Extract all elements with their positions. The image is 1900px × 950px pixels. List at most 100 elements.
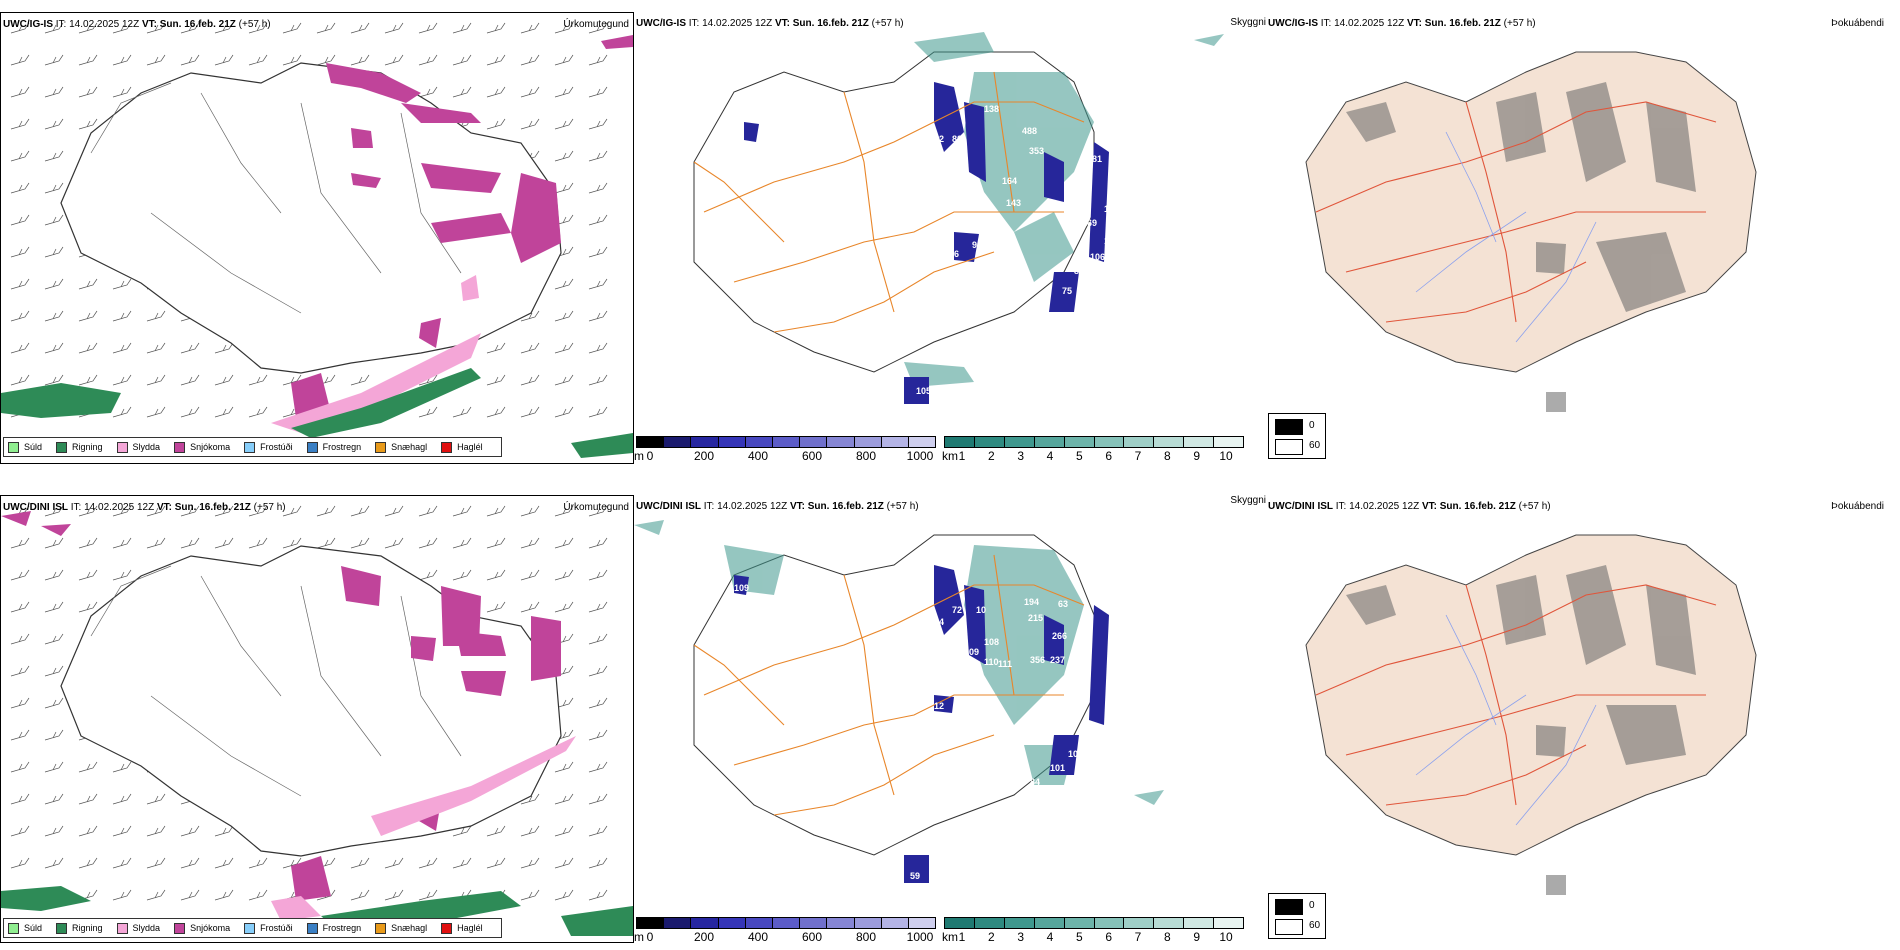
fog-label-high: 0 [1309,900,1315,911]
wind-barb [10,118,30,130]
m-segment [908,918,936,928]
vis-value: 60 [1058,329,1068,339]
m-tick: 0 [646,449,654,462]
visibility-map-bottom: 109 94 72 10 109 110 194 215 266 63 356 … [634,520,1164,883]
wind-barb [78,761,98,773]
header-bottom-fog: UWC/DINI ISL IT: 14.02.2025 12Z VT: Sun.… [1268,501,1551,512]
wind-barb [588,342,608,354]
km-segment [1004,437,1035,447]
wind-barb [520,825,540,837]
km-segment [1094,918,1125,928]
fog-label-high: 0 [1309,420,1315,431]
wind-barb [350,22,370,34]
km-tick: 10 [1219,930,1233,944]
wind-barb [384,22,404,34]
wind-barb [214,825,234,837]
wind-barb [588,793,608,805]
vis-value: 108 [984,637,999,647]
wind-barb [418,22,438,34]
wind-barb [316,22,336,34]
m-segment [664,918,692,928]
wind-barb [112,278,132,290]
wind-barb [554,601,574,613]
wind-barb [112,537,132,549]
wind-barb [554,22,574,34]
wind-barb [486,537,506,549]
wind-barb [520,505,540,517]
vis-value: 94 [934,617,944,627]
legend-item: Snjókoma [174,922,230,934]
vis-value: 101 [1050,763,1065,773]
fog-roads [1315,101,1717,323]
wind-barb [452,825,472,837]
vis-value: 215 [1028,613,1043,623]
road-network [693,554,1085,816]
precip-panel-top: UWC/IG-IS IT: 14.02.2025 12Z VT: Sun. 16… [0,12,634,464]
teal-areas [904,32,1224,387]
wind-barb [350,889,370,901]
wind-barb [44,374,64,386]
wind-barb [418,54,438,66]
m-segment [745,918,773,928]
wind-barb [180,537,200,549]
wind-barb [214,857,234,869]
km-tick: 1 [958,930,966,944]
wind-barb [350,374,370,386]
wind-barb [10,729,30,741]
precip-map-top [1,22,633,458]
vis-value: 80 [952,134,962,144]
wind-barb [588,22,608,34]
vis-value: 266 [1052,631,1067,641]
wind-barb [214,889,234,901]
wind-barb [588,505,608,517]
vis-value: 179 [1104,204,1119,214]
wind-barb [520,342,540,354]
m-segment [691,437,719,447]
wind-barb [418,505,438,517]
fog-rivers [1415,131,1597,343]
wind-barb [78,537,98,549]
wind-barb [588,118,608,130]
vis-value: 18 [976,259,986,269]
wind-barb [554,342,574,354]
wind-barb [486,406,506,418]
vis-value: 72 [952,605,962,615]
vis-value: 113 [988,743,1003,753]
km-tick: 9 [1193,449,1200,462]
legend-item: Slydda [116,441,160,453]
wind-barb [588,665,608,677]
fog-swatch-low [1275,919,1303,935]
precip-title-bottom: Úrkomutegund [563,502,629,513]
wind-barb [112,310,132,322]
wind-barb [214,54,234,66]
km-segment [1124,918,1155,928]
km-tick: 7 [1134,449,1142,462]
wind-barb [44,857,64,869]
vis-value: 106 [1090,252,1105,262]
wind-barb [248,857,268,869]
wind-barb [78,505,98,517]
wind-barb [452,22,472,34]
vis-title-bottom: Skyggni [1230,495,1266,506]
wind-barb [282,22,302,34]
wind-barb [44,601,64,613]
road-network [693,71,1085,333]
vis-value: 85 [994,219,1004,229]
m-segment [718,918,746,928]
wind-barb [44,665,64,677]
wind-barb [248,537,268,549]
wind-barb [452,537,472,549]
wind-barb [554,310,574,322]
km-segment [1034,918,1065,928]
wind-barb [112,54,132,66]
wind-barb [588,86,608,98]
wind-barb [78,278,98,290]
wind-barb [180,505,200,517]
fog-legend-bottom: 0 60 [1268,893,1326,939]
wind-barb [112,505,132,517]
wind-barb [282,505,302,517]
wind-barb [282,54,302,66]
vis-value: 10 [969,194,979,204]
wind-barb [248,54,268,66]
wind-barb [588,857,608,869]
